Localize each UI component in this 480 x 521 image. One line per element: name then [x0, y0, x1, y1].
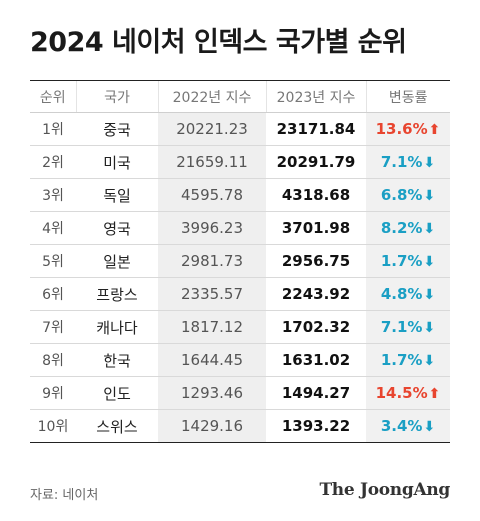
index-2022-cell: 21659.11	[158, 145, 266, 179]
change-rate-value: 1.7%	[380, 252, 423, 270]
arrow-up-icon: ⬆	[428, 122, 441, 138]
table-row: 5위 일본 2981.73 2956.75 1.7%⬇	[30, 244, 450, 278]
change-rate-value: 1.7%	[380, 351, 423, 369]
rank-cell: 7위	[30, 310, 76, 344]
change-rate-cell: 13.6%⬆	[366, 112, 450, 146]
rank-cell: 1위	[30, 112, 76, 146]
index-2023-cell: 2956.75	[266, 244, 366, 278]
header-country: 국가	[75, 80, 158, 113]
index-2023-cell: 4318.68	[266, 178, 366, 212]
change-rate-value: 3.4%	[380, 417, 423, 435]
country-cell: 일본	[76, 244, 158, 278]
table-row: 2위 미국 21659.11 20291.79 7.1%⬇	[30, 145, 450, 179]
change-rate-cell: 7.1%⬇	[366, 310, 450, 344]
rank-cell: 6위	[30, 277, 76, 311]
index-2022-cell: 1429.16	[158, 409, 266, 443]
rank-cell: 9위	[30, 376, 76, 410]
table-row: 8위 한국 1644.45 1631.02 1.7%⬇	[30, 343, 450, 377]
index-2023-cell: 20291.79	[266, 145, 366, 179]
header-change-rate: 변동률	[365, 80, 450, 113]
change-rate-value: 7.1%	[380, 153, 423, 171]
table-row: 1위 중국 20221.23 23171.84 13.6%⬆	[30, 112, 450, 146]
change-rate-cell: 7.1%⬇	[366, 145, 450, 179]
change-rate-value: 7.1%	[380, 318, 423, 336]
change-rate-value: 13.6%	[375, 120, 428, 138]
index-2023-cell: 23171.84	[266, 112, 366, 146]
index-2023-cell: 3701.98	[266, 211, 366, 245]
table-header-row: 순위 국가 2022년 지수 2023년 지수 변동률	[30, 80, 450, 113]
country-cell: 영국	[76, 211, 158, 245]
country-cell: 독일	[76, 178, 158, 212]
ranking-table: 순위 국가 2022년 지수 2023년 지수 변동률 1위 중국 20221.23…	[30, 80, 450, 443]
header-2023-index: 2023년 지수	[265, 80, 366, 113]
table-row: 10위 스위스 1429.16 1393.22 3.4%⬇	[30, 409, 450, 443]
country-cell: 미국	[76, 145, 158, 179]
index-2022-cell: 20221.23	[158, 112, 266, 146]
country-cell: 프랑스	[76, 277, 158, 311]
arrow-down-icon: ⬇	[423, 287, 436, 303]
index-2022-cell: 1644.45	[158, 343, 266, 377]
rank-cell: 4위	[30, 211, 76, 245]
arrow-down-icon: ⬇	[423, 320, 436, 336]
change-rate-value: 8.2%	[380, 219, 423, 237]
index-2023-cell: 1494.27	[266, 376, 366, 410]
arrow-down-icon: ⬇	[423, 188, 436, 204]
rank-cell: 8위	[30, 343, 76, 377]
change-rate-value: 4.8%	[380, 285, 423, 303]
arrow-down-icon: ⬇	[423, 419, 436, 435]
country-cell: 인도	[76, 376, 158, 410]
index-2022-cell: 1293.46	[158, 376, 266, 410]
index-2022-cell: 4595.78	[158, 178, 266, 212]
country-cell: 캐나다	[76, 310, 158, 344]
index-2023-cell: 1631.02	[266, 343, 366, 377]
change-rate-value: 6.8%	[380, 186, 423, 204]
table-row: 9위 인도 1293.46 1494.27 14.5%⬆	[30, 376, 450, 410]
header-rank: 순위	[30, 80, 76, 113]
rank-cell: 10위	[30, 409, 76, 443]
index-2022-cell: 1817.12	[158, 310, 266, 344]
country-cell: 스위스	[76, 409, 158, 443]
source-note: 자료: 네이처	[30, 488, 99, 503]
index-2023-cell: 2243.92	[266, 277, 366, 311]
table-row: 3위 독일 4595.78 4318.68 6.8%⬇	[30, 178, 450, 212]
change-rate-value: 14.5%	[375, 384, 428, 402]
arrow-down-icon: ⬇	[423, 221, 436, 237]
index-2023-cell: 1393.22	[266, 409, 366, 443]
change-rate-cell: 4.8%⬇	[366, 277, 450, 311]
table-row: 6위 프랑스 2335.57 2243.92 4.8%⬇	[30, 277, 450, 311]
header-2022-index: 2022년 지수	[157, 80, 266, 113]
change-rate-cell: 1.7%⬇	[366, 244, 450, 278]
change-rate-cell: 8.2%⬇	[366, 211, 450, 245]
change-rate-cell: 6.8%⬇	[366, 178, 450, 212]
change-rate-cell: 14.5%⬆	[366, 376, 450, 410]
country-cell: 중국	[76, 112, 158, 146]
arrow-down-icon: ⬇	[423, 353, 436, 369]
index-2022-cell: 2981.73	[158, 244, 266, 278]
arrow-down-icon: ⬇	[423, 254, 436, 270]
rank-cell: 2위	[30, 145, 76, 179]
rank-cell: 3위	[30, 178, 76, 212]
arrow-down-icon: ⬇	[423, 155, 436, 171]
table-row: 4위 영국 3996.23 3701.98 8.2%⬇	[30, 211, 450, 245]
index-2022-cell: 3996.23	[158, 211, 266, 245]
change-rate-cell: 1.7%⬇	[366, 343, 450, 377]
brand-logo: The JoongAng	[319, 480, 450, 500]
arrow-up-icon: ⬆	[428, 386, 441, 402]
change-rate-cell: 3.4%⬇	[366, 409, 450, 443]
rank-cell: 5위	[30, 244, 76, 278]
index-2023-cell: 1702.32	[266, 310, 366, 344]
table-row: 7위 캐나다 1817.12 1702.32 7.1%⬇	[30, 310, 450, 344]
index-2022-cell: 2335.57	[158, 277, 266, 311]
country-cell: 한국	[76, 343, 158, 377]
page-title: 2024 네이처 인덱스 국가별 순위	[30, 27, 407, 58]
